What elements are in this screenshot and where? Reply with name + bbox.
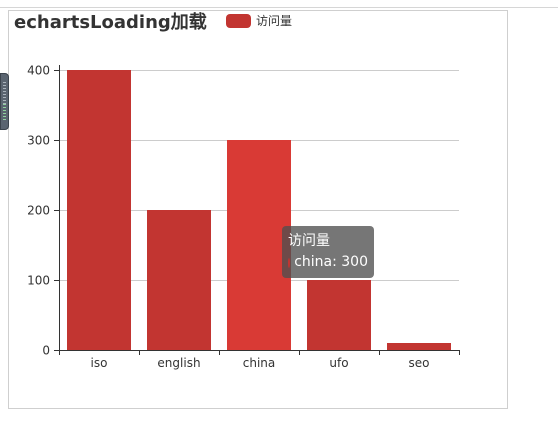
y-tick-label: 400 xyxy=(27,64,50,78)
x-tick-label: iso xyxy=(91,356,108,370)
x-tick-label: seo xyxy=(409,356,430,370)
bar-english xyxy=(147,210,211,350)
tooltip-value: china: 300 xyxy=(294,252,368,273)
x-tick-label: ufo xyxy=(329,356,348,370)
legend-label[interactable]: 访问量 xyxy=(256,14,292,28)
tooltip-title: 访问量 xyxy=(288,231,368,252)
legend[interactable]: 访问量 xyxy=(226,14,292,28)
tooltip: 访问量 china: 300 xyxy=(282,226,374,278)
bar-seo xyxy=(387,343,451,350)
tooltip-row: china: 300 xyxy=(288,252,368,273)
tooltip-series-marker xyxy=(288,258,290,268)
y-tick-label: 0 xyxy=(42,344,50,358)
y-tick-label: 200 xyxy=(27,204,50,218)
x-tick-label: china xyxy=(243,356,276,370)
legend-swatch[interactable] xyxy=(226,14,251,28)
y-tick-label: 100 xyxy=(27,274,50,288)
y-tick-label: 300 xyxy=(27,134,50,148)
bar-iso xyxy=(67,70,131,350)
chart-title: echartsLoading加载 xyxy=(14,11,207,33)
x-tick-label: english xyxy=(157,356,200,370)
bar-ufo xyxy=(307,280,371,350)
